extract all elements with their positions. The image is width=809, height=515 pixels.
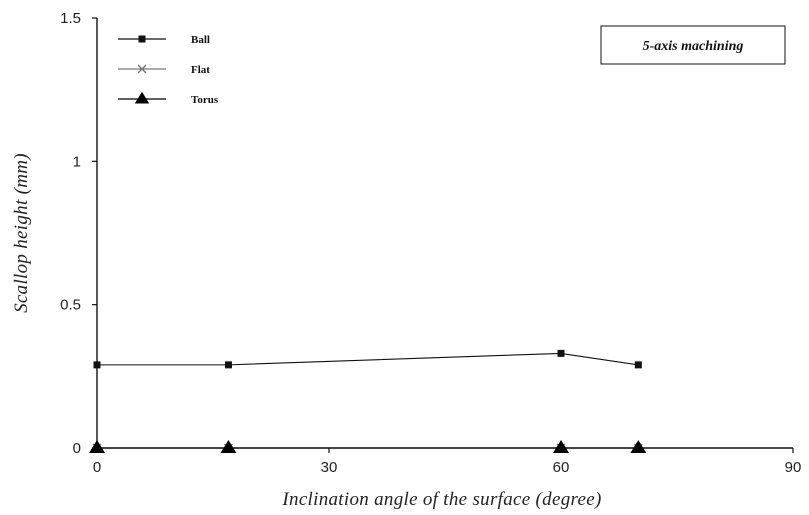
legend-marker-flat [137, 64, 147, 74]
x-tick-label: 60 [553, 459, 570, 476]
series-line-ball [97, 352, 639, 366]
data-point-ball [93, 361, 101, 369]
legend-label-ball: Ball [191, 34, 210, 46]
legend-marker-torus [134, 91, 150, 104]
x-axis-title: Inclination angle of the surface (degree… [281, 489, 601, 510]
legend-marker-ball [138, 35, 146, 43]
data-point-ball [557, 349, 565, 357]
data-point-torus [630, 440, 647, 453]
legend-label-torus: Torus [191, 94, 219, 106]
legend-label-flat: Flat [191, 64, 210, 76]
annotation-box: 5-axis machining [600, 25, 786, 65]
data-point-ball [224, 361, 232, 369]
y-tick-label: 0 [73, 440, 81, 457]
data-point-torus [553, 440, 569, 453]
y-tick-label: 1.5 [60, 10, 81, 27]
annotation-label: 5-axis machining [643, 39, 744, 54]
x-tick-label: 0 [93, 459, 101, 476]
data-point-ball [634, 361, 642, 369]
y-tick-label: 0.5 [60, 297, 81, 314]
x-tick-label: 30 [321, 459, 338, 476]
data-point-torus [89, 440, 105, 453]
y-tick-label: 1 [73, 153, 81, 170]
x-tick-label: 90 [785, 459, 802, 476]
legend: Ball Flat Torus [118, 34, 219, 106]
y-axis-title: Scallop height (mm) [11, 153, 32, 313]
data-point-torus [220, 440, 237, 453]
